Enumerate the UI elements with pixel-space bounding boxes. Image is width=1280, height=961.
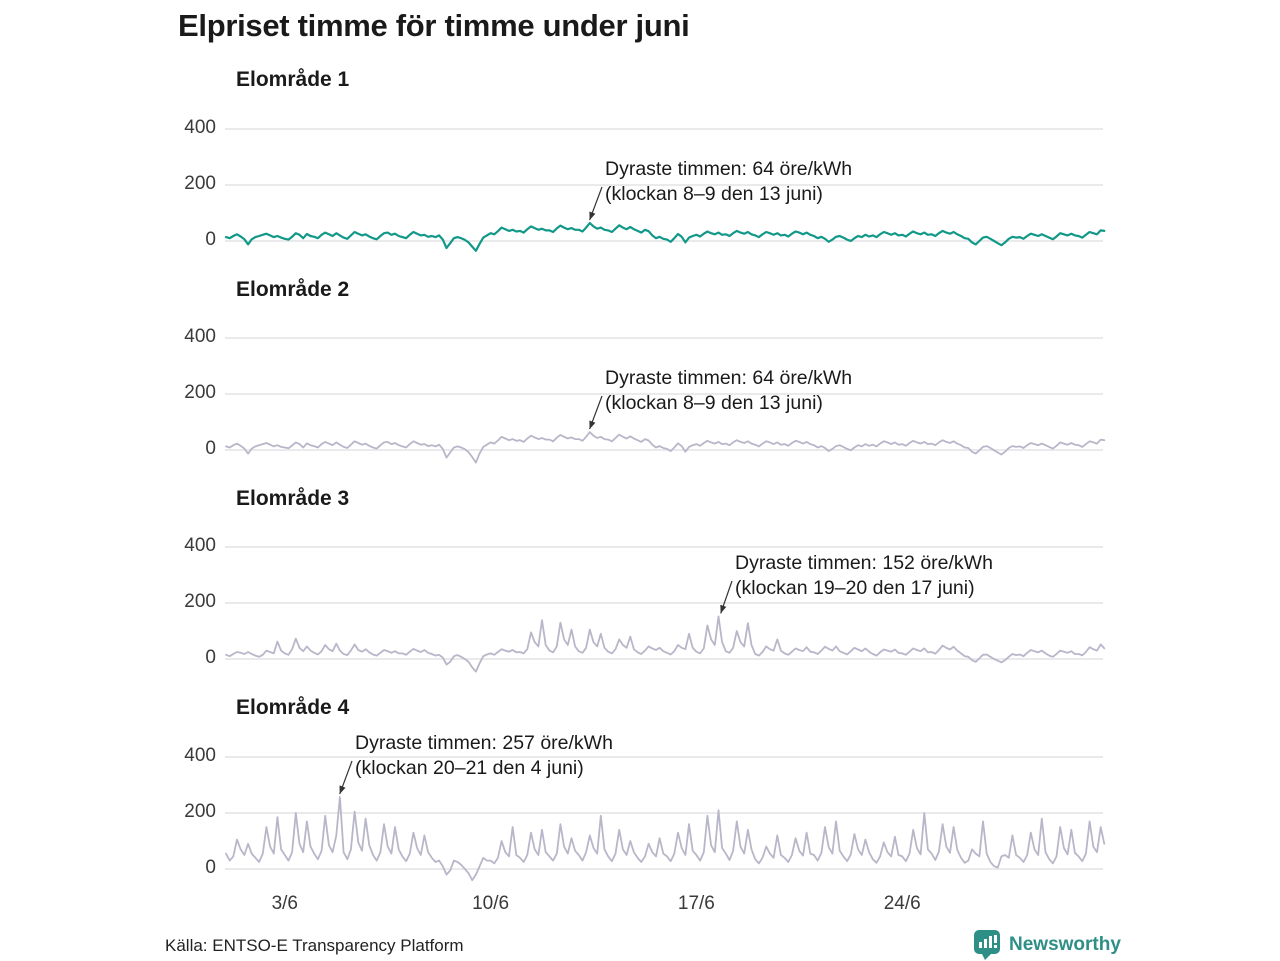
panel-title-elomrade-4: Elområde 4 bbox=[236, 696, 350, 719]
annotation-elomrade-3: Dyraste timmen: 152 öre/kWh (klockan 19–… bbox=[735, 551, 993, 601]
y-tick-label: 0 bbox=[205, 647, 216, 668]
x-tick-label: 24/6 bbox=[883, 893, 921, 914]
annotation-arrowhead bbox=[720, 604, 727, 614]
x-tick-label: 10/6 bbox=[472, 893, 510, 914]
newsworthy-logo: Newsworthy bbox=[973, 929, 1121, 961]
panel-title-elomrade-3: Elområde 3 bbox=[236, 487, 350, 510]
y-tick-label: 400 bbox=[184, 326, 216, 347]
annotation-elomrade-1: Dyraste timmen: 64 öre/kWh (klockan 8–9 … bbox=[605, 157, 852, 207]
y-tick-label: 400 bbox=[184, 117, 216, 138]
x-tick-label: 17/6 bbox=[677, 893, 715, 914]
annotation-line1: Dyraste timmen: 64 öre/kWh bbox=[605, 158, 853, 180]
annotation-line1: Dyraste timmen: 152 öre/kWh bbox=[735, 552, 993, 574]
annotation-arrowhead bbox=[339, 785, 346, 794]
price-line-area4 bbox=[225, 796, 1106, 882]
newsworthy-icon bbox=[974, 930, 1000, 960]
newsworthy-wordmark: Newsworthy bbox=[1009, 934, 1121, 955]
annotation-line2: (klockan 20–21 den 4 juni) bbox=[355, 757, 584, 779]
y-tick-label: 400 bbox=[184, 745, 216, 766]
y-tick-label: 400 bbox=[184, 535, 216, 556]
panel-title-elomrade-2: Elområde 2 bbox=[236, 278, 350, 301]
price-line-area3 bbox=[225, 615, 1106, 673]
price-line-area2 bbox=[225, 431, 1106, 464]
source-note: Källa: ENTSO-E Transparency Platform bbox=[165, 936, 464, 955]
x-tick-label: 3/6 bbox=[271, 893, 298, 914]
annotation-line1: Dyraste timmen: 257 öre/kWh bbox=[355, 732, 613, 754]
annotation-arrowhead bbox=[589, 211, 596, 221]
y-tick-label: 200 bbox=[184, 173, 216, 194]
price-line-area1 bbox=[224, 222, 1106, 252]
y-tick-label: 0 bbox=[205, 857, 216, 878]
y-tick-label: 200 bbox=[184, 591, 216, 612]
y-tick-label: 0 bbox=[205, 438, 216, 459]
annotation-elomrade-2: Dyraste timmen: 64 öre/kWh (klockan 8–9 … bbox=[605, 366, 852, 416]
y-tick-label: 0 bbox=[205, 229, 216, 250]
annotation-line2: (klockan 8–9 den 13 juni) bbox=[605, 392, 823, 414]
annotation-line2: (klockan 8–9 den 13 juni) bbox=[605, 183, 823, 205]
y-tick-label: 200 bbox=[184, 801, 216, 822]
annotation-line1: Dyraste timmen: 64 öre/kWh bbox=[605, 367, 853, 389]
chart-title: Elpriset timme för timme under juni bbox=[178, 8, 690, 43]
panel-title-elomrade-1: Elområde 1 bbox=[236, 68, 350, 91]
annotation-line2: (klockan 19–20 den 17 juni) bbox=[735, 577, 975, 599]
y-tick-label: 200 bbox=[184, 382, 216, 403]
annotation-elomrade-4: Dyraste timmen: 257 öre/kWh (klockan 20–… bbox=[355, 731, 613, 781]
annotation-arrowhead bbox=[589, 420, 596, 430]
